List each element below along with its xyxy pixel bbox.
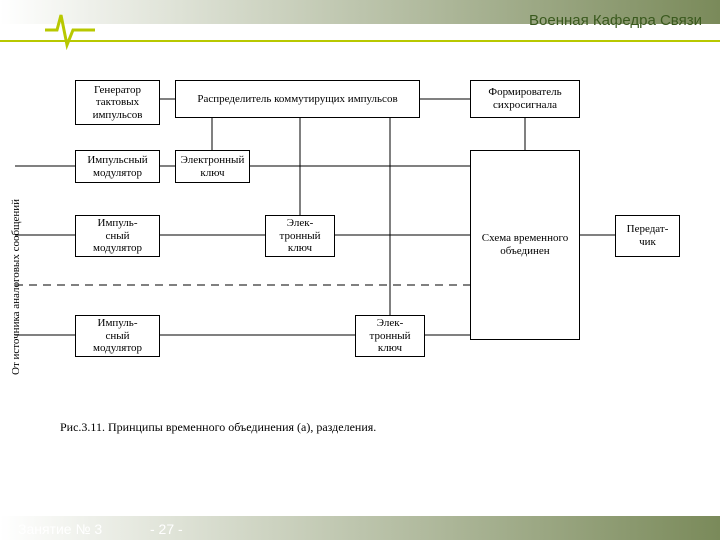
node-key3: Элек- тронный ключ: [355, 315, 425, 357]
header-rule: [0, 40, 720, 42]
figure-caption: Рис.3.11. Принципы временного объединени…: [60, 420, 376, 435]
node-key1: Электронный ключ: [175, 150, 250, 183]
node-mod2: Импуль- сный модулятор: [75, 215, 160, 257]
node-pered: Передат- чик: [615, 215, 680, 257]
header-title: Военная Кафедра Связи: [529, 12, 702, 29]
footer-left: Занятие № 3: [18, 521, 102, 537]
footer-gradient: [0, 516, 720, 540]
ecg-icon: [45, 10, 95, 50]
node-form: Формирователь сихросигнала: [470, 80, 580, 118]
node-shema: Схема временного объединен: [470, 150, 580, 340]
node-key2: Элек- тронный ключ: [265, 215, 335, 257]
vertical-label: От источника аналоговых сообщений: [10, 199, 22, 375]
block-diagram: От источника аналоговых сообщений Рис.3.…: [0, 75, 720, 480]
node-mod1: Импульсный модулятор: [75, 150, 160, 183]
footer-page: - 27 -: [150, 521, 183, 537]
node-rasp: Распределитель коммутирущих импульсов: [175, 80, 420, 118]
node-mod3: Импуль- сный модулятор: [75, 315, 160, 357]
node-gen: Генератор тактовых импульсов: [75, 80, 160, 125]
